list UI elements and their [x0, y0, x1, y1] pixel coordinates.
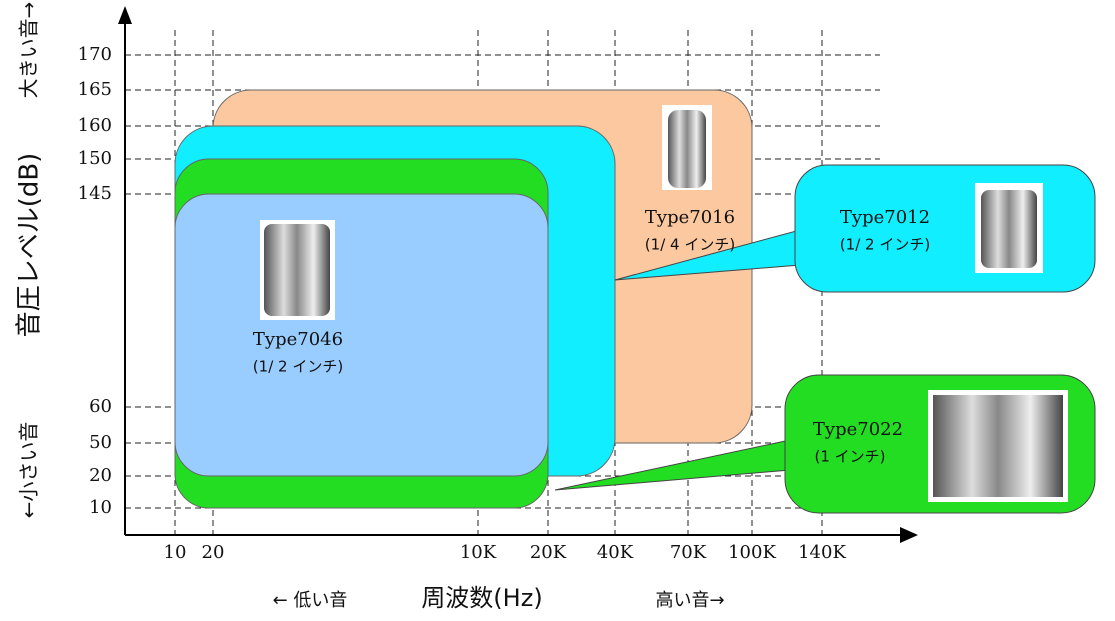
x-tick-label: 20K: [530, 542, 567, 563]
y-arrow: [118, 6, 132, 24]
mic-image: [264, 224, 330, 316]
x-tick-label: 10: [164, 542, 187, 563]
y-tick-label: 165: [78, 79, 112, 100]
mic-image: [668, 110, 706, 188]
y-tick-label: 170: [78, 44, 112, 65]
y-tick-label: 10: [89, 497, 112, 518]
y-low-note: ←小さい音: [17, 422, 41, 519]
mic-size: (1/ 4 インチ): [645, 236, 735, 254]
y-tick-label: 145: [78, 183, 112, 204]
x-low-note: ← 低い音: [273, 590, 348, 611]
x-axis-label: 周波数(Hz): [421, 584, 542, 612]
mic-size: (1/ 2 インチ): [253, 358, 343, 376]
mic-name: Type7012: [840, 207, 930, 228]
x-tick-label: 100K: [728, 542, 776, 563]
x-tick-label: 20: [202, 542, 225, 563]
mic-name: Type7046: [253, 329, 343, 350]
y-tick-label: 150: [78, 148, 112, 169]
x-arrow: [900, 527, 918, 543]
mic-image: [933, 395, 1063, 497]
range-7046: [174, 193, 549, 477]
mic-size: (1/ 2 インチ): [840, 236, 930, 254]
mic-name: Type7022: [813, 419, 903, 440]
mic-image: [981, 190, 1037, 268]
mic-size: (1 インチ): [814, 448, 885, 466]
mic-name: Type7016: [645, 207, 735, 228]
y-high-note: 大きい音→: [17, 2, 41, 99]
x-high-note: 高い音→: [655, 590, 724, 611]
mic-images: [260, 105, 1068, 502]
x-tick-label: 140K: [798, 542, 846, 563]
y-tick-label: 60: [89, 396, 112, 417]
y-tick-label: 50: [89, 432, 112, 453]
y-tick-label: 20: [89, 465, 112, 486]
x-tick-label: 70K: [670, 542, 707, 563]
x-tick-label: 40K: [597, 542, 634, 563]
y-axis-label: 音圧レベル(dB): [15, 153, 45, 338]
tick-labels: 170 165 160 150 145 60 50 20 10 10 20 10K 20K 40K 70K 1…: [78, 44, 847, 563]
x-tick-label: 10K: [460, 542, 497, 563]
callout-7012: [794, 164, 1096, 293]
axes: [118, 6, 918, 543]
y-tick-label: 160: [78, 115, 112, 136]
